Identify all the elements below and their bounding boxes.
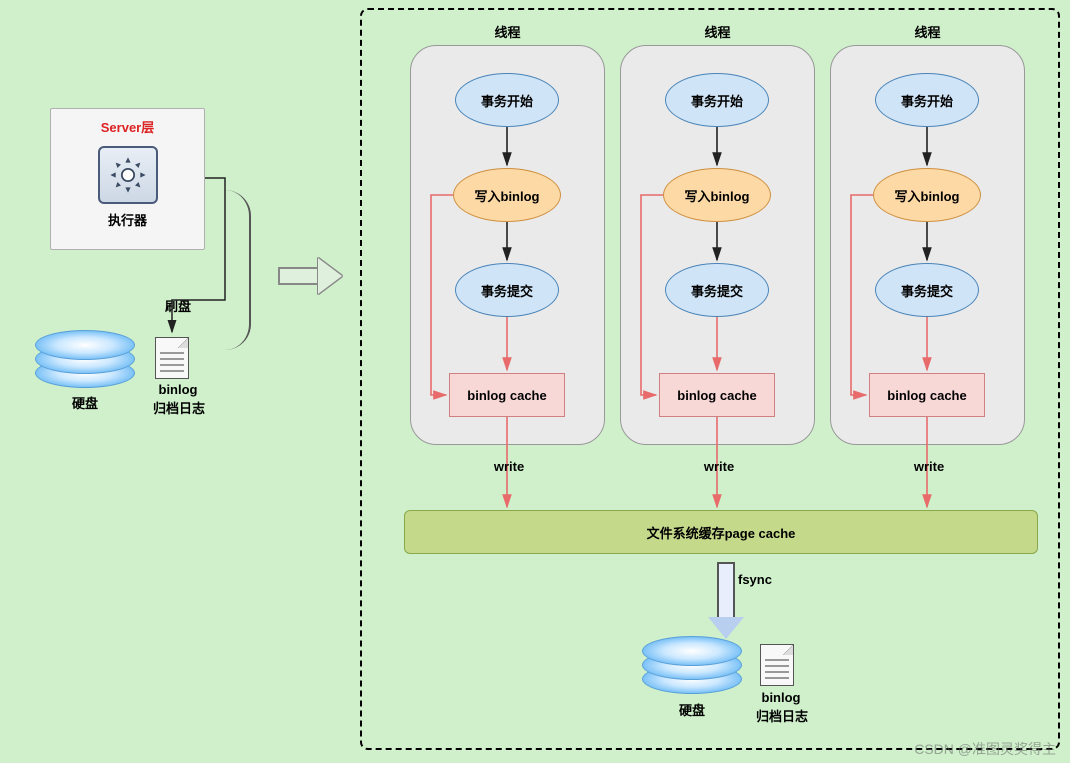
thread-title: 线程 (698, 22, 738, 41)
disk-stack-bottom (642, 636, 742, 696)
node-写入binlog: 写入binlog (873, 168, 981, 222)
binlog-file-icon-bottom (760, 644, 794, 686)
binlog-cache-box: binlog cache (869, 373, 985, 417)
server-connectors (0, 0, 360, 500)
curly-brace (225, 190, 251, 350)
write-label: write (907, 459, 951, 474)
thread-title: 线程 (908, 22, 948, 41)
page-cache-label: 文件系统缓存page cache (647, 523, 796, 542)
disk-label-bottom: 硬盘 (662, 700, 722, 719)
node-事务开始: 事务开始 (455, 73, 559, 127)
diagram-canvas: Server层 执行器 刷盘 硬盘 binlog 归档日志 (0, 0, 1070, 763)
watermark: CSDN @准图灵奖得主 (914, 739, 1056, 759)
binlog-label-left-1: binlog (148, 382, 208, 397)
write-label: write (487, 459, 531, 474)
flush-label: 刷盘 (158, 296, 198, 315)
binlog-cache-box: binlog cache (659, 373, 775, 417)
binlog-label-left-2: 归档日志 (143, 398, 215, 417)
node-事务提交: 事务提交 (455, 263, 559, 317)
binlog-label-bottom-1: binlog (751, 690, 811, 705)
binlog-cache-box: binlog cache (449, 373, 565, 417)
disk-label-left: 硬盘 (55, 393, 115, 412)
disk-stack-left (35, 330, 135, 390)
gear-icon (98, 146, 158, 204)
thread-title: 线程 (488, 22, 528, 41)
node-事务开始: 事务开始 (665, 73, 769, 127)
fsync-label: fsync (738, 572, 772, 587)
big-arrow-right (278, 258, 342, 294)
node-写入binlog: 写入binlog (453, 168, 561, 222)
node-事务提交: 事务提交 (875, 263, 979, 317)
page-cache-box: 文件系统缓存page cache (404, 510, 1038, 554)
node-事务提交: 事务提交 (665, 263, 769, 317)
write-label: write (697, 459, 741, 474)
node-写入binlog: 写入binlog (663, 168, 771, 222)
binlog-file-icon-left (155, 337, 189, 379)
executor-label: 执行器 (51, 210, 204, 229)
node-事务开始: 事务开始 (875, 73, 979, 127)
server-layer-box: Server层 执行器 (50, 108, 205, 250)
server-title: Server层 (51, 117, 204, 136)
binlog-label-bottom-2: 归档日志 (746, 706, 818, 725)
